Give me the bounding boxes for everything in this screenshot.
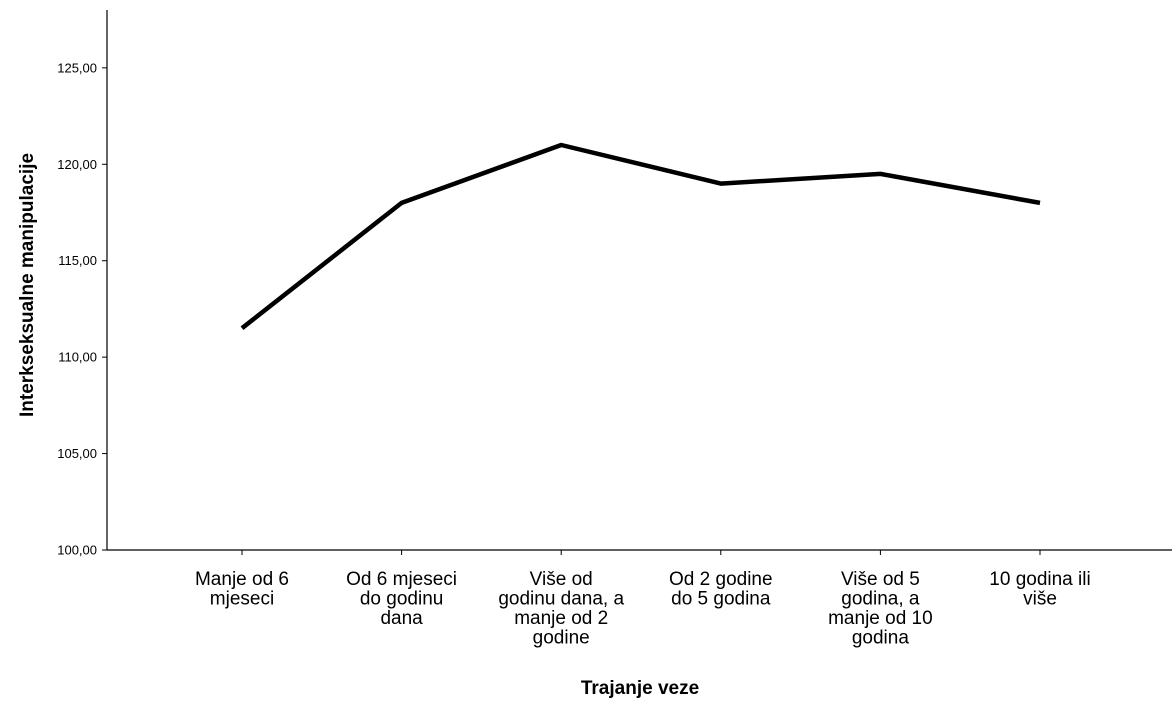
series-line <box>240 142 1041 330</box>
y-tick-label: 120,00 <box>57 157 97 172</box>
y-tick-label: 105,00 <box>57 446 97 461</box>
y-tick-label: 110,00 <box>58 350 97 365</box>
x-tick-label: Od 2 godine do 5 godina <box>669 569 773 610</box>
y-axis-title: Interkseksualne manipulacije <box>17 153 38 417</box>
x-axis-title: Trajanje veze <box>581 678 699 699</box>
x-tick-label: 10 godina ili više <box>989 569 1090 610</box>
x-tick-label: Više od godinu dana, a manje od 2 godine <box>498 569 624 649</box>
y-tick-label: 115,00 <box>58 253 97 268</box>
x-tick-label: Manje od 6 mjeseci <box>195 569 289 610</box>
y-tick-label: 100,00 <box>57 543 97 558</box>
y-axis-ticks: 100,00 105,00 110,00 115,00 120,00 125,00 <box>57 60 107 558</box>
x-axis-ticks: Manje od 6 mjeseci Od 6 mjeseci do godinu da… <box>195 550 1091 649</box>
x-tick-label: Više od 5 godina, a manje od 10 godina <box>828 569 933 649</box>
y-tick-label: 125,00 <box>57 60 97 75</box>
x-tick-label: Od 6 mjeseci do godinu dana <box>346 569 457 629</box>
